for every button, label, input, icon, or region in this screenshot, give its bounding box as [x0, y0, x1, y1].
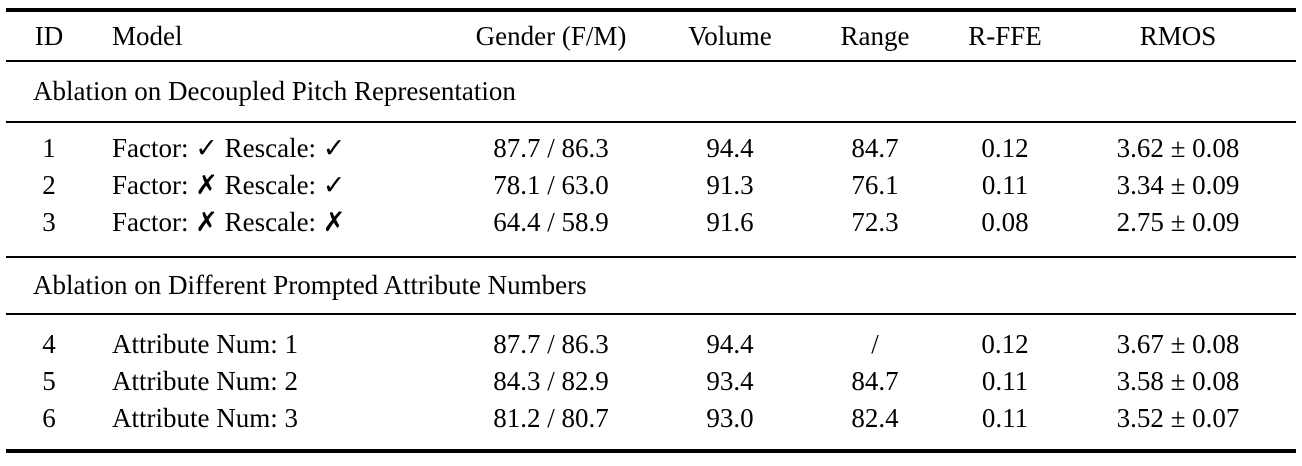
column-header-rmos: RMOS — [1139, 20, 1217, 51]
cell-volume: 91.3 — [706, 170, 754, 200]
cell-id: 6 — [42, 403, 56, 433]
cell-rmos: 3.58 ± 0.08 — [1116, 366, 1240, 396]
column-header-range: Range — [840, 20, 910, 51]
cell-volume: 94.4 — [706, 329, 754, 359]
table-row: 4 Attribute Num: 1 87.7 / 86.3 94.4 / 0.… — [6, 326, 1296, 363]
section-2-rows: 4 Attribute Num: 1 87.7 / 86.3 94.4 / 0.… — [6, 315, 1296, 449]
column-header-model: Model — [112, 20, 183, 51]
top-rule — [6, 8, 1296, 12]
cell-rffe: 0.11 — [981, 170, 1029, 200]
cell-range: 76.1 — [851, 170, 899, 200]
cell-id: 3 — [42, 207, 56, 237]
column-header-id: ID — [34, 20, 64, 51]
cell-model: Attribute Num: 2 — [112, 366, 298, 396]
table-row: 2 Factor: ✗ Rescale: ✓ 78.1 / 63.0 91.3 … — [6, 167, 1296, 204]
cell-gender: 84.3 / 82.9 — [493, 366, 609, 396]
cell-model: Factor: ✗ Rescale: ✗ — [112, 207, 346, 237]
table-header-row: ID Model Gender (F/M) Volume Range R-FFE… — [6, 12, 1296, 60]
cell-rffe: 0.11 — [981, 366, 1029, 396]
cell-model: Factor: ✗ Rescale: ✓ — [112, 170, 346, 200]
cell-rffe: 0.11 — [981, 403, 1029, 433]
cell-rmos: 2.75 ± 0.09 — [1116, 207, 1240, 237]
bottom-rule — [6, 449, 1296, 453]
cell-rffe: 0.08 — [981, 207, 1029, 237]
table-row: 1 Factor: ✓ Rescale: ✓ 87.7 / 86.3 94.4 … — [6, 130, 1296, 167]
cell-gender: 78.1 / 63.0 — [493, 170, 609, 200]
cell-model: Factor: ✓ Rescale: ✓ — [112, 133, 346, 163]
cell-rmos: 3.52 ± 0.07 — [1116, 403, 1240, 433]
header-divider-rule — [6, 60, 1296, 62]
cell-id: 4 — [42, 329, 56, 359]
cell-range: 84.7 — [851, 133, 899, 163]
cell-model: Attribute Num: 1 — [112, 329, 298, 359]
cell-rmos: 3.62 ± 0.08 — [1116, 133, 1240, 163]
column-header-gender: Gender (F/M) — [475, 20, 627, 51]
section-header-decoupled-pitch: Ablation on Decoupled Pitch Representati… — [33, 76, 516, 106]
cell-id: 1 — [42, 133, 56, 163]
cell-volume: 91.6 — [706, 207, 754, 237]
cell-gender: 87.7 / 86.3 — [493, 329, 609, 359]
cell-id: 2 — [42, 170, 56, 200]
section-2-divider-rule — [6, 313, 1296, 315]
table-row: 5 Attribute Num: 2 84.3 / 82.9 93.4 84.7… — [6, 363, 1296, 400]
cell-range: 84.7 — [851, 366, 899, 396]
cell-volume: 94.4 — [706, 133, 754, 163]
cell-rmos: 3.67 ± 0.08 — [1116, 329, 1240, 359]
cell-id: 5 — [42, 366, 56, 396]
section-1-divider-rule — [6, 121, 1296, 123]
section-2-top-rule — [6, 256, 1296, 258]
table-row: 3 Factor: ✗ Rescale: ✗ 64.4 / 58.9 91.6 … — [6, 204, 1296, 241]
cell-rffe: 0.12 — [981, 329, 1029, 359]
cell-gender: 87.7 / 86.3 — [493, 133, 609, 163]
cell-range: / — [871, 329, 879, 359]
cell-rmos: 3.34 ± 0.09 — [1116, 170, 1240, 200]
section-header-attribute-numbers: Ablation on Different Prompted Attribute… — [33, 270, 587, 300]
cell-range: 82.4 — [851, 403, 899, 433]
column-header-volume: Volume — [688, 20, 772, 51]
cell-gender: 81.2 / 80.7 — [493, 403, 609, 433]
cell-rffe: 0.12 — [981, 133, 1029, 163]
results-table: ID Model Gender (F/M) Volume Range R-FFE… — [6, 0, 1296, 453]
section-1-rows: 1 Factor: ✓ Rescale: ✓ 87.7 / 86.3 94.4 … — [6, 123, 1296, 256]
table-row: 6 Attribute Num: 3 81.2 / 80.7 93.0 82.4… — [6, 400, 1296, 437]
cell-model: Attribute Num: 3 — [112, 403, 298, 433]
cell-volume: 93.4 — [706, 366, 754, 396]
column-header-rffe: R-FFE — [968, 20, 1042, 51]
cell-range: 72.3 — [851, 207, 899, 237]
cell-volume: 93.0 — [706, 403, 754, 433]
cell-gender: 64.4 / 58.9 — [493, 207, 609, 237]
